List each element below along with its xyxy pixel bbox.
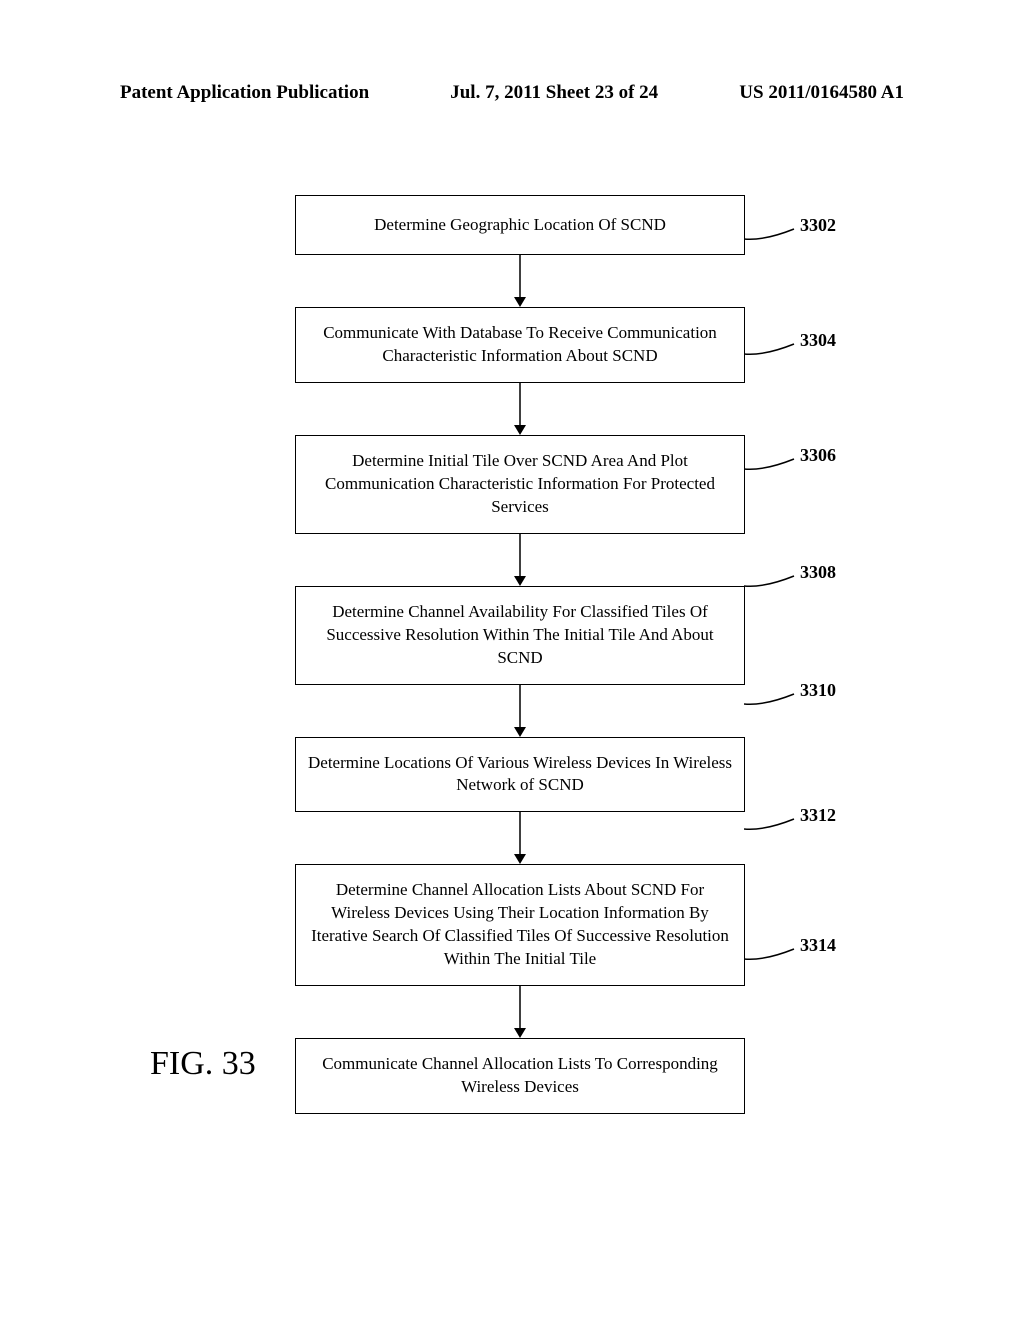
ref-leader-line: [744, 225, 804, 243]
flow-step-7: Communicate Channel Allocation Lists To …: [295, 1038, 745, 1114]
flow-arrow: [220, 534, 820, 586]
ref-leader-line: [744, 945, 804, 963]
flow-step-text: Determine Geographic Location Of SCND: [374, 214, 666, 237]
figure-label: FIG. 33: [150, 1045, 256, 1083]
arrow-down-icon: [510, 534, 530, 586]
flow-step-text: Determine Channel Allocation Lists About…: [306, 879, 734, 971]
ref-number-6: 3312: [800, 805, 836, 826]
ref-leader-line: [744, 572, 804, 590]
arrow-down-icon: [510, 255, 530, 307]
flow-step-6: Determine Channel Allocation Lists About…: [295, 864, 745, 986]
ref-number-1: 3302: [800, 215, 836, 236]
arrow-down-icon: [510, 685, 530, 737]
flow-step-text: Communicate With Database To Receive Com…: [306, 322, 734, 368]
flow-step-2: Communicate With Database To Receive Com…: [295, 307, 745, 383]
flow-step-text: Determine Initial Tile Over SCND Area An…: [306, 450, 734, 519]
flow-step-5: Determine Locations Of Various Wireless …: [295, 737, 745, 813]
ref-number-3: 3306: [800, 445, 836, 466]
flow-arrow: [220, 685, 820, 737]
flow-step-text: Communicate Channel Allocation Lists To …: [306, 1053, 734, 1099]
header-right: US 2011/0164580 A1: [739, 82, 904, 104]
flow-arrow: [220, 383, 820, 435]
arrow-down-icon: [510, 986, 530, 1038]
ref-leader-line: [744, 455, 804, 473]
ref-number-4: 3308: [800, 562, 836, 583]
flow-step-3: Determine Initial Tile Over SCND Area An…: [295, 435, 745, 534]
header-center: Jul. 7, 2011 Sheet 23 of 24: [450, 82, 658, 104]
flow-arrow: [220, 812, 820, 864]
ref-number-2: 3304: [800, 330, 836, 351]
ref-number-5: 3310: [800, 680, 836, 701]
flow-arrow: [220, 986, 820, 1038]
flowchart: Determine Geographic Location Of SCND Co…: [220, 195, 820, 1114]
flow-arrow: [220, 255, 820, 307]
ref-number-7: 3314: [800, 935, 836, 956]
arrow-down-icon: [510, 383, 530, 435]
arrow-down-icon: [510, 812, 530, 864]
flow-step-4: Determine Channel Availability For Class…: [295, 586, 745, 685]
header-left: Patent Application Publication: [120, 82, 369, 104]
flow-step-1: Determine Geographic Location Of SCND: [295, 195, 745, 255]
flow-step-text: Determine Locations Of Various Wireless …: [306, 752, 734, 798]
ref-leader-line: [744, 340, 804, 358]
ref-leader-line: [744, 690, 804, 708]
flow-step-text: Determine Channel Availability For Class…: [306, 601, 734, 670]
page-header: Patent Application Publication Jul. 7, 2…: [0, 82, 1024, 104]
ref-leader-line: [744, 815, 804, 833]
